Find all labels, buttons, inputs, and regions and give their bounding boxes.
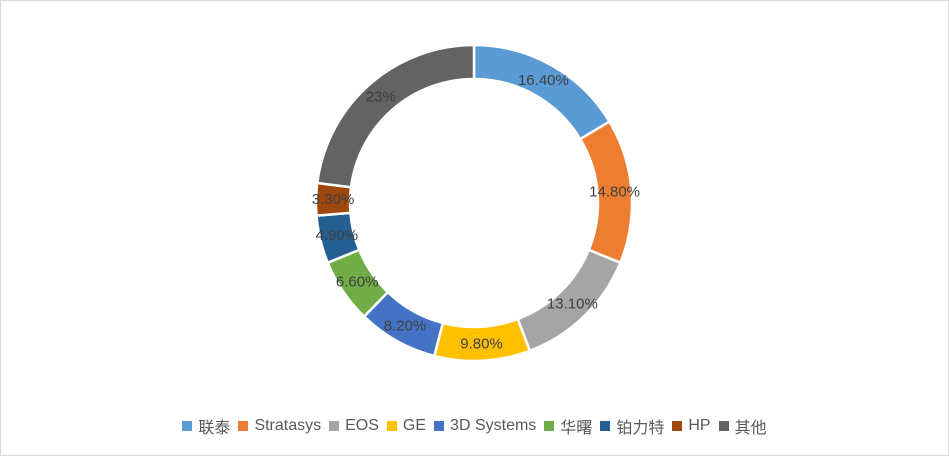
legend-label-8: 其他 xyxy=(734,420,767,437)
legend-label-0: 联泰 xyxy=(198,420,231,437)
legend-item-7: HP xyxy=(672,417,711,435)
data-labels-group: 16.40% 14.80% 13.10% 9.80% 8.20% 6.60% 4.90% 3.… xyxy=(312,72,640,353)
donut-slice-8 xyxy=(315,43,476,189)
legend-item-6: 铂力特 xyxy=(600,414,664,438)
legend-swatch-6 xyxy=(600,421,611,431)
legend-swatch-8 xyxy=(718,421,729,431)
legend-swatch-2 xyxy=(329,421,340,431)
data-label-3: 9.80% xyxy=(460,335,503,352)
legend-label-1: Stratasys xyxy=(254,417,322,434)
legend-item-0: 联泰 xyxy=(182,414,230,438)
legend-swatch-7 xyxy=(672,421,683,431)
data-label-0: 16.40% xyxy=(518,72,569,89)
legend-swatch-4 xyxy=(434,421,445,431)
data-label-5: 6.60% xyxy=(336,274,379,291)
legend-item-4: 3D Systems xyxy=(434,417,536,435)
data-label-8: 23% xyxy=(366,89,396,106)
legend-label-2: EOS xyxy=(345,417,379,434)
legend-item-3: GE xyxy=(386,417,427,435)
data-label-6: 4.90% xyxy=(316,227,359,244)
legend-label-6: 铂力特 xyxy=(616,420,665,437)
legend-label-5: 华曙 xyxy=(560,420,593,437)
legend-label-4: 3D Systems xyxy=(450,417,537,434)
legend-label-3: GE xyxy=(402,417,427,434)
legend-item-1: Stratasys xyxy=(238,417,321,435)
legend-swatch-5 xyxy=(544,421,555,431)
data-label-4: 8.20% xyxy=(384,317,427,334)
data-label-7: 3.30% xyxy=(312,191,355,208)
donut-slice-0 xyxy=(472,43,612,141)
legend-swatch-3 xyxy=(386,421,397,431)
legend-item-8: 其他 xyxy=(718,414,767,438)
legend-item-5: 华曙 xyxy=(544,414,592,438)
legend-item-2: EOS xyxy=(329,417,379,435)
legend: 联泰 Stratasys EOS GE 3D Systems 华曙 铂力特 HP 其他 xyxy=(0,414,949,438)
data-label-1: 14.80% xyxy=(589,184,640,201)
slices-group xyxy=(314,43,634,363)
legend-swatch-0 xyxy=(182,421,193,431)
legend-label-7: HP xyxy=(688,417,711,434)
data-label-2: 13.10% xyxy=(547,296,598,313)
legend-swatch-1 xyxy=(238,421,249,431)
